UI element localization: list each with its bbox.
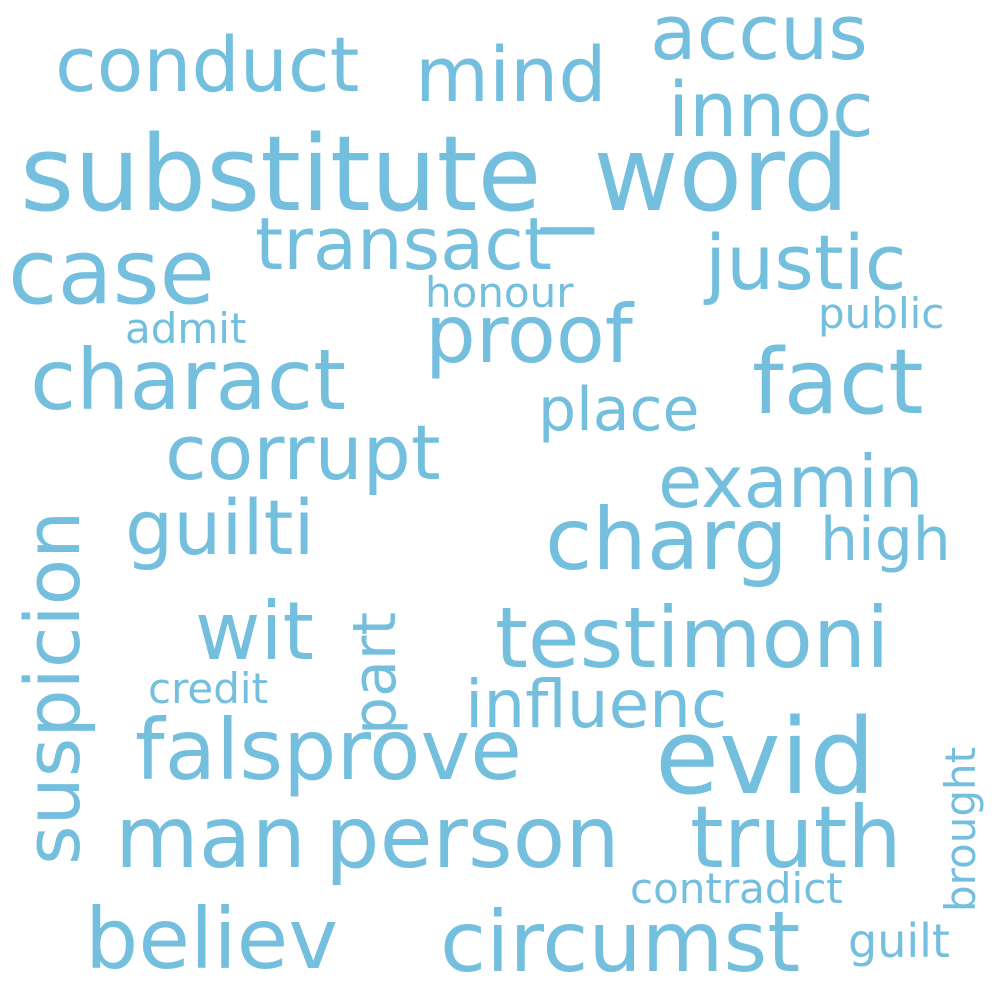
word-credit: credit — [148, 664, 269, 713]
word-wit: wit — [195, 585, 315, 678]
word-conduct: conduct — [55, 20, 360, 109]
word-corrupt: corrupt — [165, 408, 441, 497]
word-guilt: guilt — [848, 914, 950, 968]
word-case: case — [8, 220, 215, 325]
word-substitute-word: substitute_word — [20, 113, 850, 235]
word-falsprove: falsprove — [135, 701, 522, 799]
word-public: public — [818, 289, 945, 338]
word-high: high — [820, 505, 951, 575]
word-man: man — [115, 788, 306, 888]
word-contradict: contradict — [630, 864, 843, 913]
word-testimoni: testimoni — [495, 589, 890, 687]
word-mind: mind — [415, 30, 607, 119]
word-accus: accus — [650, 0, 868, 77]
word-influenc: influenc — [465, 666, 728, 743]
word-charact: charact — [30, 331, 347, 429]
word-honour: honour — [425, 268, 574, 317]
word-circumst: circumst — [440, 893, 801, 991]
word-brought: brought — [936, 746, 985, 912]
word-transact: transact — [255, 202, 553, 286]
word-charg: charg — [545, 490, 788, 590]
word-person: person — [325, 788, 620, 888]
word-examin: examin — [658, 440, 924, 524]
word-guilti: guilti — [125, 483, 315, 572]
word-admit: admit — [125, 304, 247, 353]
word-truth: truth — [690, 788, 902, 888]
word-place: place — [538, 375, 700, 445]
word-suspicion: suspicion — [8, 510, 97, 865]
word-part: part — [340, 611, 410, 735]
word-believ: believ — [85, 890, 339, 988]
word-justic: justic — [705, 218, 907, 307]
word-fact: fact — [752, 330, 924, 435]
word-innoc: innoc — [668, 65, 874, 154]
word-evid: evid — [655, 696, 876, 818]
word-proof: proof — [425, 288, 633, 381]
